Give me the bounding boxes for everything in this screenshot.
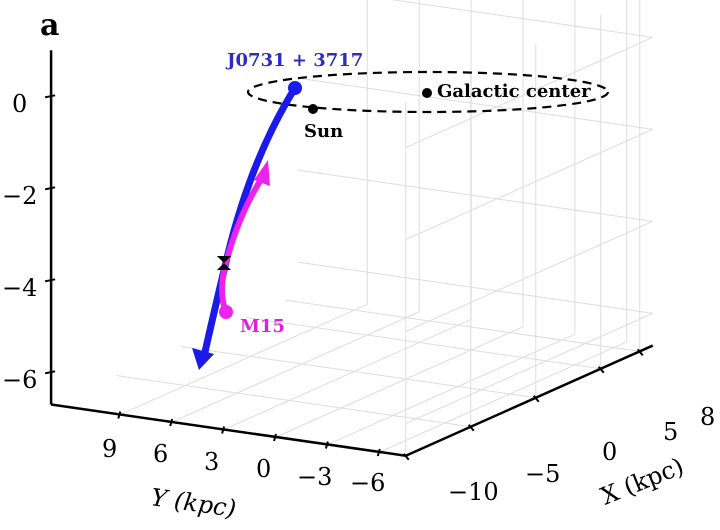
grid-line <box>405 128 653 241</box>
z-tick <box>44 370 56 375</box>
galactic-center-label: Galactic center <box>437 81 591 102</box>
series-j0731-start-dot <box>288 81 302 95</box>
axes <box>44 50 654 461</box>
z-tick-label: −4 <box>2 274 37 302</box>
series-j0731-label: J0731 + 3717 <box>225 50 363 71</box>
grid-line <box>379 341 628 453</box>
grid-line <box>246 317 601 370</box>
series-j0731-arrowhead <box>192 348 214 370</box>
grid-line <box>298 261 653 314</box>
y-tick <box>376 448 381 457</box>
y-tick-label: 3 <box>204 448 219 476</box>
series-m15-trajectory <box>219 175 265 315</box>
x-axis-line <box>405 344 654 457</box>
galactic-center-point <box>422 88 432 98</box>
sun-point <box>308 104 318 114</box>
x-tick-label: −10 <box>448 478 499 506</box>
grid-line <box>405 312 653 425</box>
x-tick-label: 0 <box>602 438 617 466</box>
sun-label: Sun <box>304 121 343 142</box>
y-tick-label: −3 <box>297 463 332 491</box>
x-tick <box>636 348 644 356</box>
series-m15-arrowhead <box>254 160 270 186</box>
z-tick <box>44 186 56 191</box>
z-tick-label: −2 <box>2 182 37 210</box>
y-tick <box>324 441 329 449</box>
x-tick <box>402 453 410 461</box>
y-tick <box>273 433 277 442</box>
grid-line <box>120 303 368 415</box>
grid-line <box>116 375 471 428</box>
series-m15-start-dot <box>219 305 233 319</box>
grid-line <box>181 346 536 399</box>
grid <box>51 0 653 457</box>
x-tick <box>532 395 540 403</box>
grid-line <box>275 326 524 438</box>
y-tick-label: −6 <box>350 469 385 497</box>
y-tick <box>169 418 174 427</box>
grid-line <box>171 311 420 423</box>
grid-line <box>327 333 576 445</box>
x-tick <box>467 424 475 432</box>
grid-line <box>298 77 653 130</box>
y-tick-label: 9 <box>102 435 117 463</box>
y-tick-label: 0 <box>256 455 271 483</box>
x-tick <box>597 366 605 374</box>
grid-line <box>223 318 472 430</box>
grid-line <box>405 36 653 149</box>
grid-line <box>390 0 653 38</box>
crossing-hourglass-marker <box>217 256 231 270</box>
grid-line <box>405 220 653 333</box>
grid-line <box>285 299 640 352</box>
y-tick <box>221 426 226 434</box>
solar-orbit-ellipse <box>246 70 610 114</box>
y-axis-line <box>50 403 406 457</box>
x-tick-label: 8 <box>700 403 715 431</box>
z-tick-label: 0 <box>12 90 27 118</box>
y-tick-label: 6 <box>153 440 168 468</box>
grid-line <box>298 169 653 222</box>
series-j0731-trajectory <box>201 84 299 356</box>
z-tick <box>44 94 56 99</box>
x-tick-label: 5 <box>663 418 678 446</box>
y-axis-label: Y (kpc) <box>149 483 238 523</box>
x-tick-label: −5 <box>525 460 560 488</box>
panel-label: a <box>40 8 59 43</box>
z-tick-label: −6 <box>2 366 37 394</box>
series-m15-label: M15 <box>240 316 285 337</box>
y-tick <box>117 411 122 419</box>
z-tick <box>44 278 56 283</box>
